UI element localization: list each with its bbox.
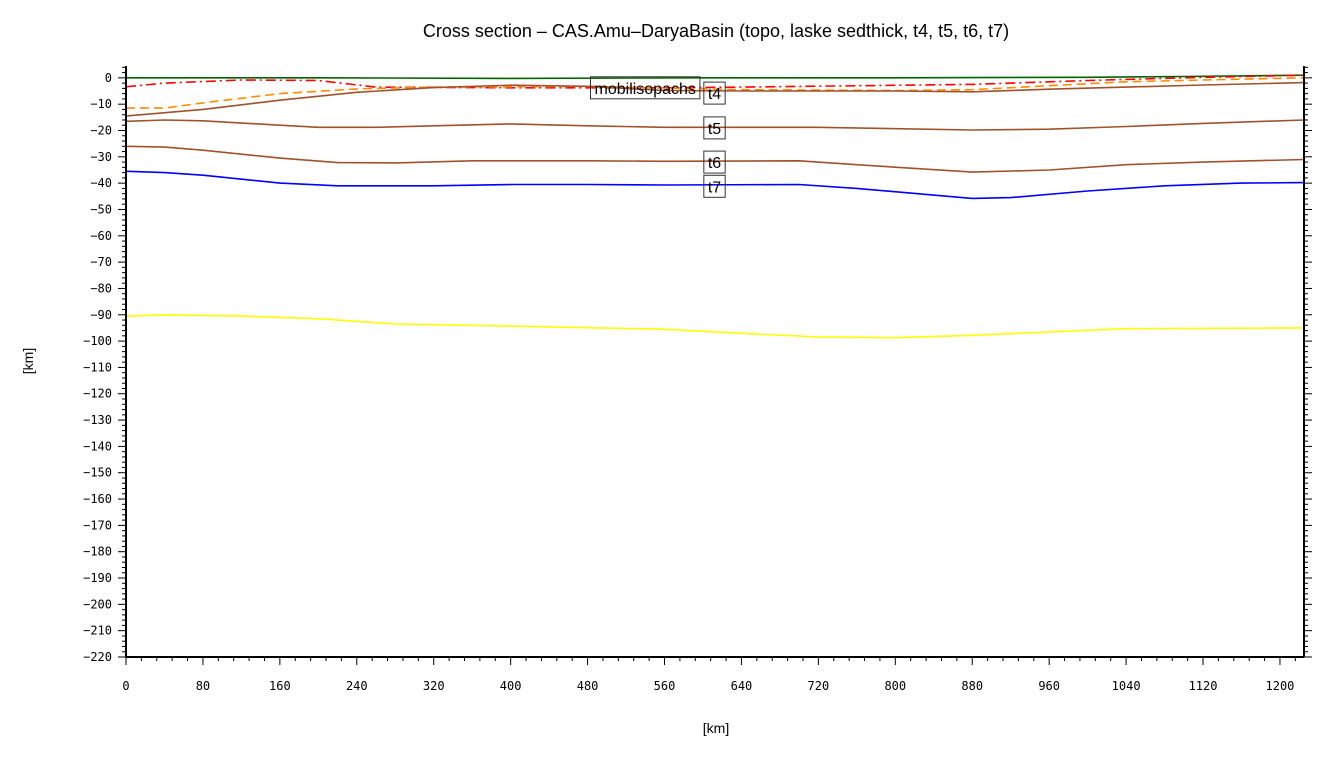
x-tick-label: 400 <box>500 679 522 693</box>
y-tick-label: −160 <box>83 492 112 506</box>
x-tick-label: 880 <box>961 679 983 693</box>
y-tick-label: −10 <box>90 97 112 111</box>
y-tick-label: −170 <box>83 518 112 532</box>
y-tick-label: −200 <box>83 597 112 611</box>
x-tick-label: 640 <box>731 679 753 693</box>
x-tick-label: 320 <box>423 679 445 693</box>
y-tick-label: −130 <box>83 413 112 427</box>
chart-title: Cross section – CAS.Amu–DaryaBasin (topo… <box>423 21 1009 41</box>
series-line-layer-2 <box>126 77 1305 109</box>
y-tick-label: −110 <box>83 360 112 374</box>
x-tick-label: 480 <box>577 679 599 693</box>
series-line-layer-0 <box>126 74 1305 80</box>
annotation-t4: t4 <box>703 81 726 105</box>
plot-area: mobilisopachs t4 t5 t6 t7 <box>125 74 1305 339</box>
x-tick-label: 80 <box>196 679 210 693</box>
annotation-text: t7 <box>708 179 721 196</box>
series-line-layer-1 <box>125 74 1305 89</box>
y-axis-label: [km] <box>20 348 36 374</box>
annotation-text: t4 <box>708 86 721 103</box>
annotation-box <box>703 150 726 174</box>
annotation-t6: t6 <box>703 150 726 174</box>
x-tick-label: 960 <box>1038 679 1060 693</box>
y-tick-label: −90 <box>90 308 112 322</box>
series-line-t7 <box>125 170 1305 200</box>
y-tick-label: −210 <box>83 624 112 638</box>
y-tick-label: −190 <box>83 571 112 585</box>
annotation-box <box>703 174 726 198</box>
x-tick-label: 0 <box>122 679 129 693</box>
series-line-t4 <box>125 81 1305 117</box>
y-tick-label: −120 <box>83 387 112 401</box>
annotation-mobilisopachs: mobilisopachs <box>590 76 701 100</box>
y-tick-label: 0 <box>105 71 112 85</box>
annotation-box <box>703 81 726 105</box>
x-axis: 0 80 160 240 320 400 480 560 640 720 800 880 960 1040… <box>122 656 1304 693</box>
series-line-layer-7 <box>125 313 1305 339</box>
annotation-t7: t7 <box>703 174 726 198</box>
y-tick-label: −140 <box>83 439 112 453</box>
x-tick-label: 800 <box>884 679 906 693</box>
y-tick-label: −30 <box>90 150 112 164</box>
x-tick-label: 720 <box>808 679 830 693</box>
x-tick-label: 1120 <box>1189 679 1218 693</box>
annotation-text: mobilisopachs <box>595 81 696 98</box>
annotation-text: t5 <box>708 121 721 138</box>
y-tick-label: −50 <box>90 202 112 216</box>
series-line-t5 <box>125 119 1305 131</box>
y-tick-label: −60 <box>90 229 112 243</box>
y-tick-label: −70 <box>90 255 112 269</box>
y-tick-label: −40 <box>90 176 112 190</box>
x-tick-label: 1040 <box>1112 679 1141 693</box>
x-axis-label: [km] <box>703 720 729 736</box>
annotation-t5: t5 <box>703 116 726 140</box>
x-tick-label: 160 <box>269 679 291 693</box>
y-tick-label: −180 <box>83 545 112 559</box>
y-tick-label: −80 <box>90 281 112 295</box>
x-tick-label: 240 <box>346 679 368 693</box>
y-tick-label: −100 <box>83 334 112 348</box>
y-tick-label: −150 <box>83 466 112 480</box>
y-tick-label: −220 <box>83 650 112 664</box>
x-tick-label: 1200 <box>1266 679 1295 693</box>
y-tick-label: −20 <box>90 123 112 137</box>
annotation-box <box>703 116 726 140</box>
annotation-text: t6 <box>708 155 721 172</box>
y-axis: 0 −10 −20 −30 −40 −50 −60 −70 −80 −90 −100 −110 −120… <box>83 66 1312 664</box>
annotation-box <box>590 76 701 100</box>
x-tick-label: 560 <box>654 679 676 693</box>
series-line-t6 <box>125 145 1305 173</box>
